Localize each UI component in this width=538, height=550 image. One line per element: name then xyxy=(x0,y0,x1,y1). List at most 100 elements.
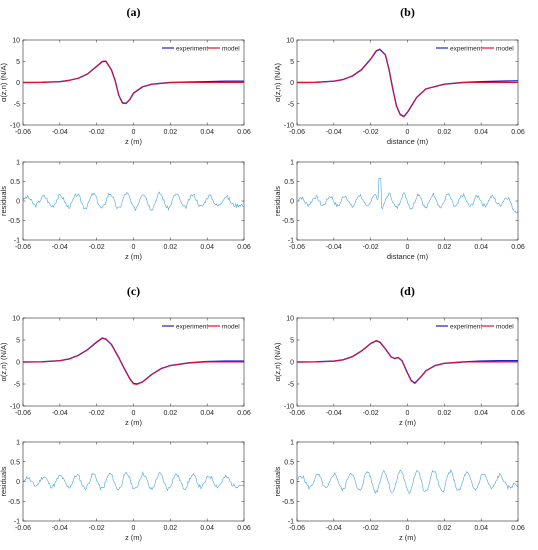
x-tick-label: -0.02 xyxy=(363,410,379,417)
x-tick-label: -0.02 xyxy=(363,129,379,136)
x-tick-label: -0.02 xyxy=(89,244,105,251)
x-tick-label: 0.04 xyxy=(474,410,488,417)
y-axis-label: α(z,n) (N/A) xyxy=(273,342,282,381)
x-axis-label: z (m) xyxy=(125,418,143,427)
x-tick-label: -0.04 xyxy=(326,410,342,417)
y-tick-label: -10 xyxy=(284,404,294,411)
series-line-model xyxy=(297,339,518,385)
y-tick-label: -10 xyxy=(284,123,294,130)
y-tick-label: 5 xyxy=(290,338,294,345)
y-tick-label: -1 xyxy=(288,238,294,245)
x-tick-label: -0.02 xyxy=(89,410,105,417)
x-tick-label: -0.02 xyxy=(89,129,105,136)
x-tick-label: 0.06 xyxy=(237,129,251,136)
residual-line xyxy=(296,178,519,214)
x-tick-label: 0.04 xyxy=(200,525,214,532)
plot-d-res: -0.06 -0.04 -0.02 0 0.02 0.04 0.06 1 0.5 0 -0.5 -1 z… xyxy=(273,440,525,543)
x-tick-label: -0.06 xyxy=(15,410,31,417)
y-tick-label: -1 xyxy=(14,238,20,245)
axes-box xyxy=(296,441,519,522)
series-line-model xyxy=(297,48,518,118)
y-axis-label: residuals xyxy=(0,186,8,216)
residual-line xyxy=(296,469,519,495)
x-tick-label: 0.02 xyxy=(438,129,452,136)
x-tick-label: 0.06 xyxy=(237,244,251,251)
y-tick-label: 1 xyxy=(290,160,294,167)
y-tick-label: 0 xyxy=(290,360,294,367)
y-tick-label: 1 xyxy=(16,160,20,167)
plot-a: (a) -0.06 -0.04 -0.02 0 0.02 0.04 0.06 10 5 0 -5 -10… xyxy=(0,5,251,146)
x-tick-label: 0.04 xyxy=(200,244,214,251)
y-tick-label: -10 xyxy=(10,123,20,130)
x-tick-label: 0 xyxy=(132,410,136,417)
x-tick-label: -0.06 xyxy=(15,129,31,136)
legend: experiment model xyxy=(162,323,240,330)
x-tick-label: -0.06 xyxy=(289,129,305,136)
y-tick-label: 1 xyxy=(290,440,294,447)
x-tick-label: -0.02 xyxy=(89,525,105,532)
y-tick-label: 5 xyxy=(290,59,294,66)
x-tick-label: 0.06 xyxy=(237,525,251,532)
x-tick-label: -0.04 xyxy=(52,525,68,532)
y-tick-label: 10 xyxy=(286,38,294,45)
x-tick-label: 0.06 xyxy=(237,410,251,417)
y-tick-label: 0.5 xyxy=(284,179,294,186)
x-tick-label: -0.02 xyxy=(363,244,379,251)
x-tick-label: 0.02 xyxy=(164,525,178,532)
x-tick-label: 0.02 xyxy=(164,244,178,251)
x-tick-label: -0.06 xyxy=(15,244,31,251)
y-axis-label: residuals xyxy=(0,466,8,496)
x-tick-label: -0.06 xyxy=(15,525,31,532)
x-tick-label: 0 xyxy=(406,525,410,532)
legend-entry-model: model xyxy=(222,323,240,330)
x-tick-label: 0.04 xyxy=(474,525,488,532)
x-tick-label: 0 xyxy=(406,410,410,417)
legend-entry-experiment: experiment xyxy=(450,45,482,52)
x-axis-label: z (m) xyxy=(125,533,143,542)
y-tick-label: 5 xyxy=(16,59,20,66)
legend: experiment model xyxy=(162,45,240,52)
x-tick-label: 0 xyxy=(132,129,136,136)
y-tick-label: 1 xyxy=(16,440,20,447)
legend: experiment model xyxy=(436,45,514,52)
panel-label: (d) xyxy=(400,284,415,298)
residual-line xyxy=(22,191,245,212)
x-tick-label: -0.04 xyxy=(326,525,342,532)
y-tick-label: -5 xyxy=(14,101,20,108)
x-tick-label: 0.06 xyxy=(511,244,525,251)
legend-entry-experiment: experiment xyxy=(176,323,208,330)
x-tick-label: 0 xyxy=(132,244,136,251)
x-tick-label: -0.04 xyxy=(52,129,68,136)
y-tick-label: 0 xyxy=(290,80,294,87)
x-tick-label: -0.04 xyxy=(52,410,68,417)
y-tick-label: -5 xyxy=(288,101,294,108)
x-axis-label: z (m) xyxy=(125,137,143,146)
y-tick-label: 10 xyxy=(286,316,294,323)
axes-box xyxy=(22,161,245,241)
y-tick-label: 0 xyxy=(16,199,20,206)
legend: experiment model xyxy=(436,323,514,330)
x-tick-label: -0.04 xyxy=(52,244,68,251)
y-tick-label: 0.5 xyxy=(10,459,20,466)
y-tick-label: 10 xyxy=(12,316,20,323)
panel-label: (b) xyxy=(400,5,415,19)
y-tick-label: -0.5 xyxy=(8,218,20,225)
y-tick-label: 0.5 xyxy=(284,459,294,466)
x-tick-label: 0.02 xyxy=(438,525,452,532)
y-tick-label: 0 xyxy=(16,479,20,486)
x-tick-label: 0.02 xyxy=(438,410,452,417)
y-tick-label: 0 xyxy=(16,80,20,87)
plot-a-res: -0.06 -0.04 -0.02 0 0.02 0.04 0.06 1 0.5 0 -0.5 -1 z… xyxy=(0,160,251,262)
x-tick-label: 0.06 xyxy=(511,410,525,417)
x-tick-label: 0.04 xyxy=(200,129,214,136)
series-line-model xyxy=(23,337,244,385)
x-tick-label: -0.04 xyxy=(326,129,342,136)
y-tick-label: 0 xyxy=(16,360,20,367)
axes-box xyxy=(22,441,245,522)
y-tick-label: -10 xyxy=(10,404,20,411)
y-tick-label: 0 xyxy=(290,199,294,206)
x-tick-label: -0.02 xyxy=(363,525,379,532)
x-axis-label: distance (m) xyxy=(387,252,429,261)
x-axis-label: z (m) xyxy=(399,533,417,542)
